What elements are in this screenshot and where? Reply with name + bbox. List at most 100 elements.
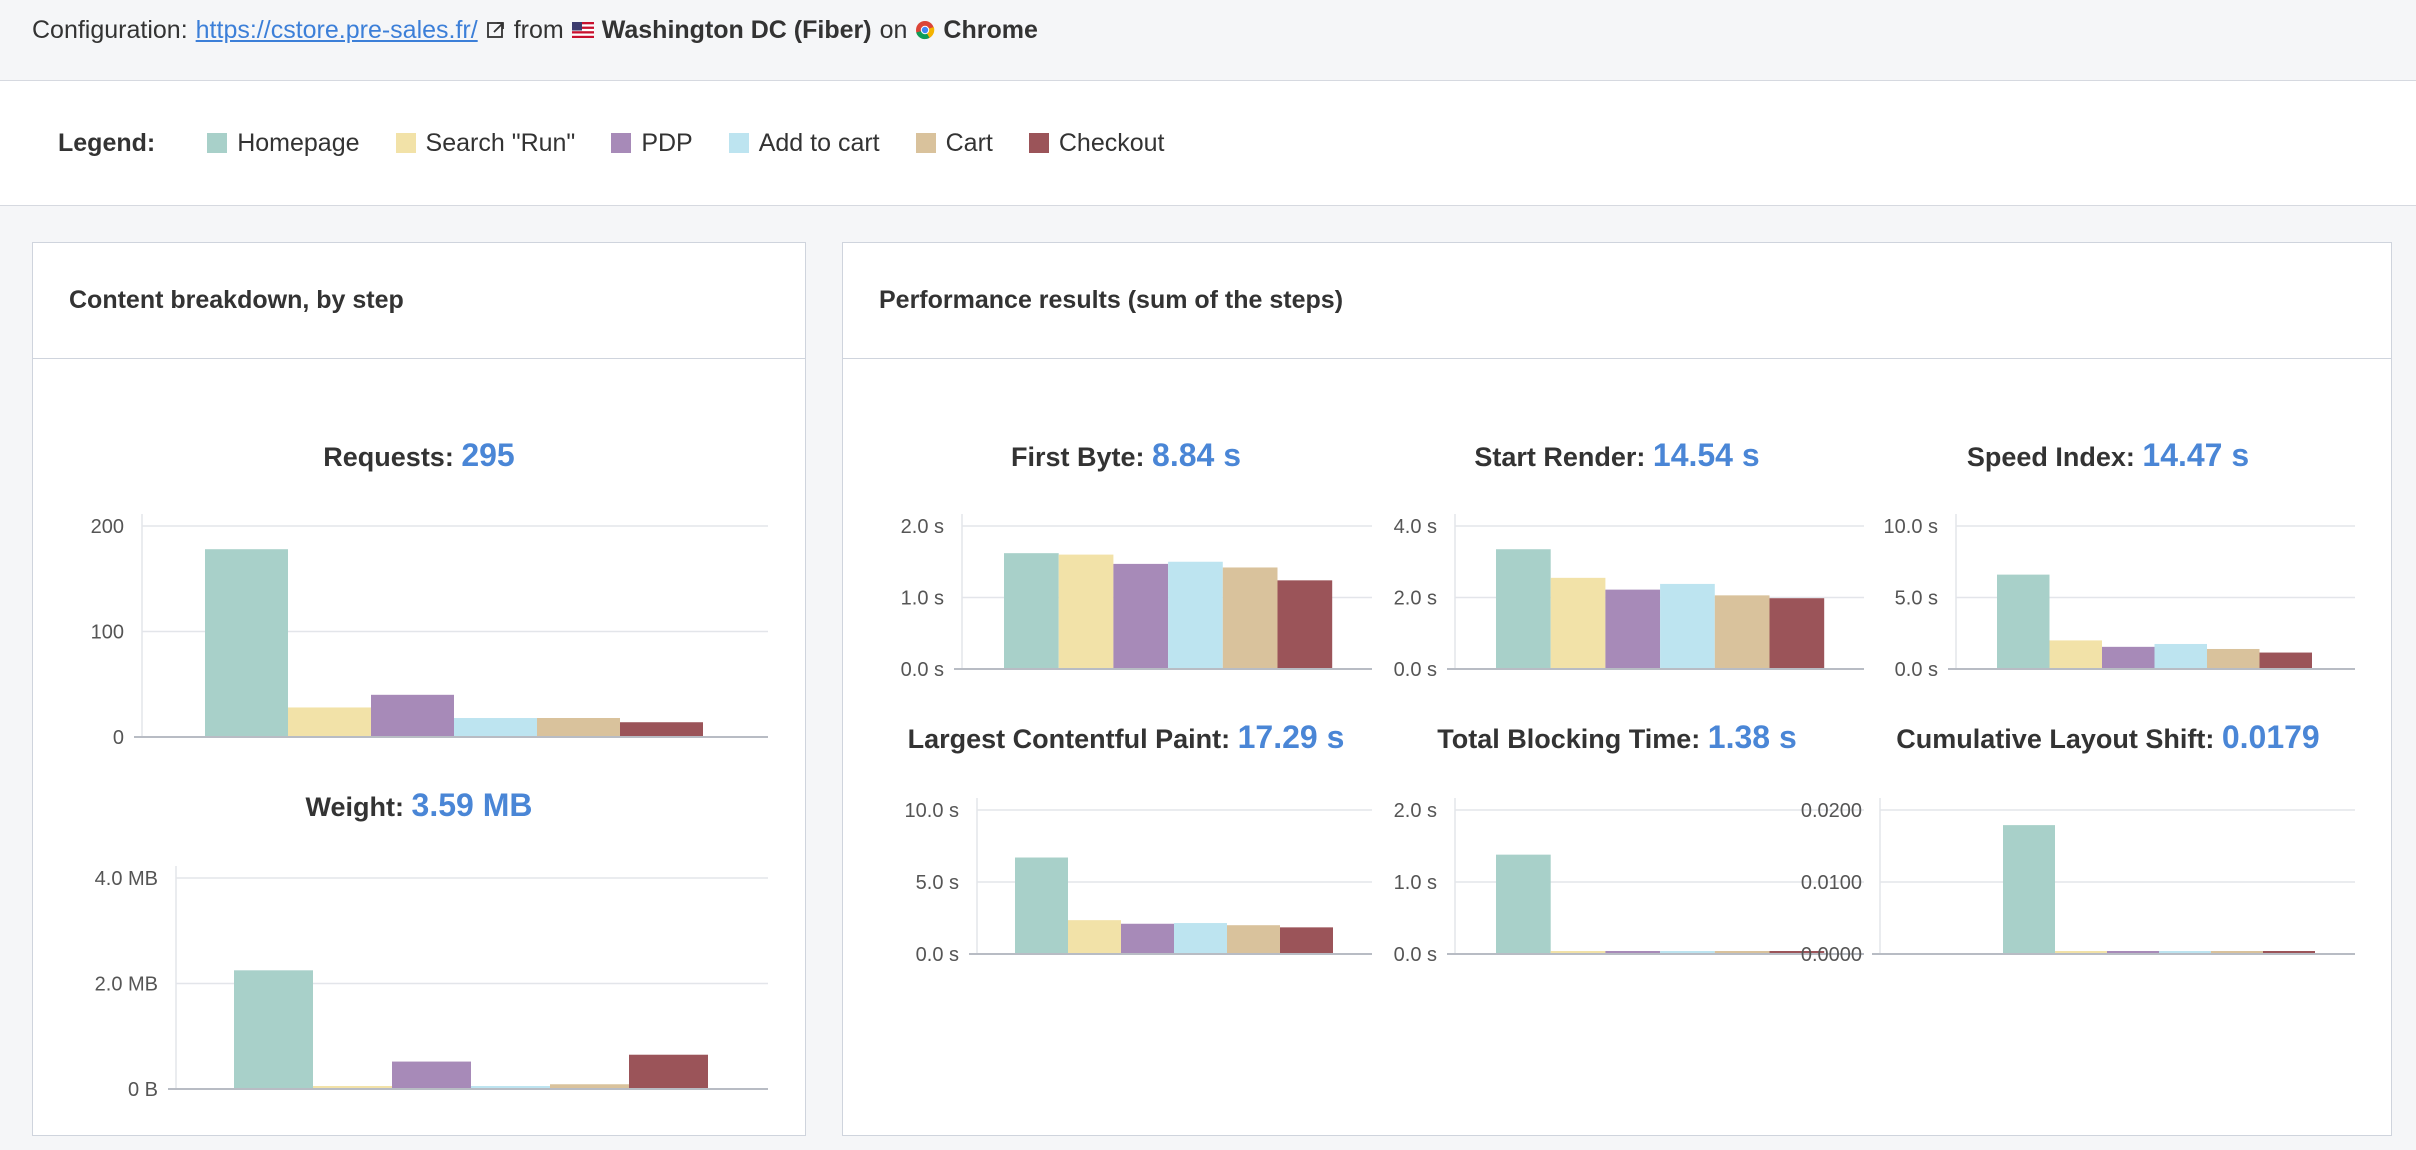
weight-chart: Weight: 3.59 MB 4.0 MB 2.0 MB 0 B [95, 787, 768, 1101]
bar-start-render-3[interactable] [1660, 583, 1715, 669]
bar-requests-3[interactable] [454, 718, 537, 737]
y-tick-label: 1.0 s [1394, 872, 1437, 894]
bar-cls-0[interactable] [2003, 825, 2055, 954]
bar-weight-0[interactable] [234, 970, 313, 1089]
bar-tbt-0[interactable] [1496, 854, 1551, 954]
bar-tbt-1[interactable] [1550, 951, 1606, 954]
y-tick-label: 0.0 s [1895, 659, 1938, 681]
bar-first-byte-1[interactable] [1058, 554, 1114, 669]
chart-title-value: 3.59 MB [412, 787, 533, 823]
legend-label: Homepage [237, 128, 360, 157]
y-tick-label: 0.0 s [1394, 659, 1437, 681]
bar-first-byte-5[interactable] [1277, 580, 1333, 669]
bar-lcp-3[interactable] [1174, 923, 1227, 954]
chart-title-value: 14.47 s [2142, 437, 2249, 473]
chart-title-value: 295 [461, 437, 514, 473]
bar-start-render-1[interactable] [1550, 577, 1606, 669]
bar-cls-2[interactable] [2107, 951, 2159, 954]
bar-lcp-4[interactable] [1227, 925, 1280, 954]
chart-title-value: 1.38 s [1708, 719, 1797, 755]
chart-title-value: 17.29 s [1238, 719, 1345, 755]
bar-cls-4[interactable] [2211, 951, 2263, 954]
cls-chart: Cumulative Layout Shift: 0.0179 0.0200 0.0… [1801, 719, 2355, 966]
bar-speed-index-2[interactable] [2102, 646, 2155, 669]
legend-swatch [1028, 133, 1049, 153]
legend-swatch [395, 133, 416, 153]
bar-weight-2[interactable] [392, 1061, 471, 1089]
bar-weight-4[interactable] [550, 1084, 629, 1089]
bar-weight-3[interactable] [471, 1086, 550, 1089]
bar-start-render-0[interactable] [1496, 549, 1551, 669]
bar-start-render-2[interactable] [1605, 589, 1661, 669]
y-tick-label: 2.0 MB [95, 974, 158, 996]
y-tick-label: 100 [91, 622, 124, 644]
bar-start-render-5[interactable] [1769, 598, 1825, 669]
bar-requests-1[interactable] [288, 707, 371, 737]
y-tick-label: 1.0 s [901, 588, 944, 610]
chart-title: Start Render: 14.54 s [1474, 437, 1759, 473]
bar-start-render-4[interactable] [1714, 595, 1770, 669]
bar-speed-index-0[interactable] [1997, 574, 2050, 669]
bar-tbt-2[interactable] [1605, 951, 1661, 954]
legend-label: Checkout [1058, 128, 1165, 157]
bar-requests-5[interactable] [620, 722, 703, 737]
y-tick-label: 0.0 s [1394, 944, 1437, 966]
legend-label: Cart [945, 128, 993, 157]
bar-first-byte-3[interactable] [1168, 561, 1223, 669]
y-tick-label: 0.0 s [916, 944, 959, 966]
y-tick-label: 10.0 s [905, 800, 959, 822]
chart-title-label: Speed Index: [1967, 442, 2143, 472]
us-flag-icon [571, 22, 594, 38]
bar-first-byte-4[interactable] [1222, 567, 1278, 669]
legend-label: Add to cart [758, 128, 880, 157]
bar-lcp-5[interactable] [1280, 927, 1333, 954]
bar-lcp-2[interactable] [1121, 923, 1174, 954]
chart-title-label: Start Render: [1474, 442, 1653, 472]
bar-lcp-0[interactable] [1015, 857, 1068, 954]
bar-cls-5[interactable] [2263, 951, 2315, 954]
config-on: on [879, 15, 908, 44]
legend-label: PDP [641, 128, 693, 157]
speed-index-chart: Speed Index: 14.47 s 10.0 s 5.0 s 0.0 s [1884, 437, 2355, 681]
bar-speed-index-1[interactable] [2049, 640, 2103, 669]
bar-requests-4[interactable] [537, 718, 620, 737]
bar-tbt-3[interactable] [1660, 951, 1715, 954]
y-tick-label: 0.0100 [1801, 872, 1862, 894]
config-url-link[interactable]: https://cstore.pre-sales.fr/ [195, 15, 478, 44]
chart-title-value: 8.84 s [1152, 437, 1241, 473]
bar-speed-index-4[interactable] [2207, 648, 2260, 669]
bar-speed-index-3[interactable] [2154, 643, 2208, 669]
legend-item-pdp: PDP [611, 128, 693, 158]
y-tick-label: 0.0200 [1801, 800, 1862, 822]
chart-title-label: Largest Contentful Paint: [908, 724, 1238, 754]
chart-title: Speed Index: 14.47 s [1967, 437, 2249, 473]
legend-item-search: Search "Run" [395, 128, 576, 158]
bar-requests-0[interactable] [205, 549, 288, 737]
chart-title-label: First Byte: [1011, 442, 1152, 472]
bar-first-byte-0[interactable] [1004, 553, 1059, 669]
y-tick-label: 0 B [128, 1079, 158, 1101]
content-breakdown-panel: Content breakdown, by step [32, 242, 806, 1136]
legend-item-cart: Cart [915, 128, 993, 158]
chart-title: Largest Contentful Paint: 17.29 s [908, 719, 1345, 755]
bar-cls-3[interactable] [2159, 951, 2211, 954]
legend-item-add-to-cart: Add to cart [728, 128, 880, 158]
legend-label: Search "Run" [425, 128, 576, 157]
bar-cls-1[interactable] [2055, 951, 2107, 954]
bar-weight-5[interactable] [629, 1054, 708, 1089]
performance-results-panel: Performance results (sum of the steps) [842, 242, 2392, 1136]
bar-tbt-4[interactable] [1714, 951, 1770, 954]
bar-weight-1[interactable] [313, 1086, 392, 1089]
configuration-bar: Configuration: https://cstore.pre-sales.… [32, 12, 1038, 48]
bar-first-byte-2[interactable] [1113, 563, 1169, 669]
bar-lcp-1[interactable] [1068, 920, 1121, 954]
panel-title: Content breakdown, by step [33, 243, 805, 359]
y-tick-label: 2.0 s [1394, 588, 1437, 610]
chart-title-label: Weight: [306, 792, 412, 822]
bar-requests-2[interactable] [371, 694, 454, 737]
bar-tbt-5[interactable] [1769, 951, 1825, 954]
external-link-icon[interactable] [486, 20, 506, 40]
chart-title: Total Blocking Time: 1.38 s [1437, 719, 1797, 755]
bar-speed-index-5[interactable] [2259, 652, 2313, 669]
